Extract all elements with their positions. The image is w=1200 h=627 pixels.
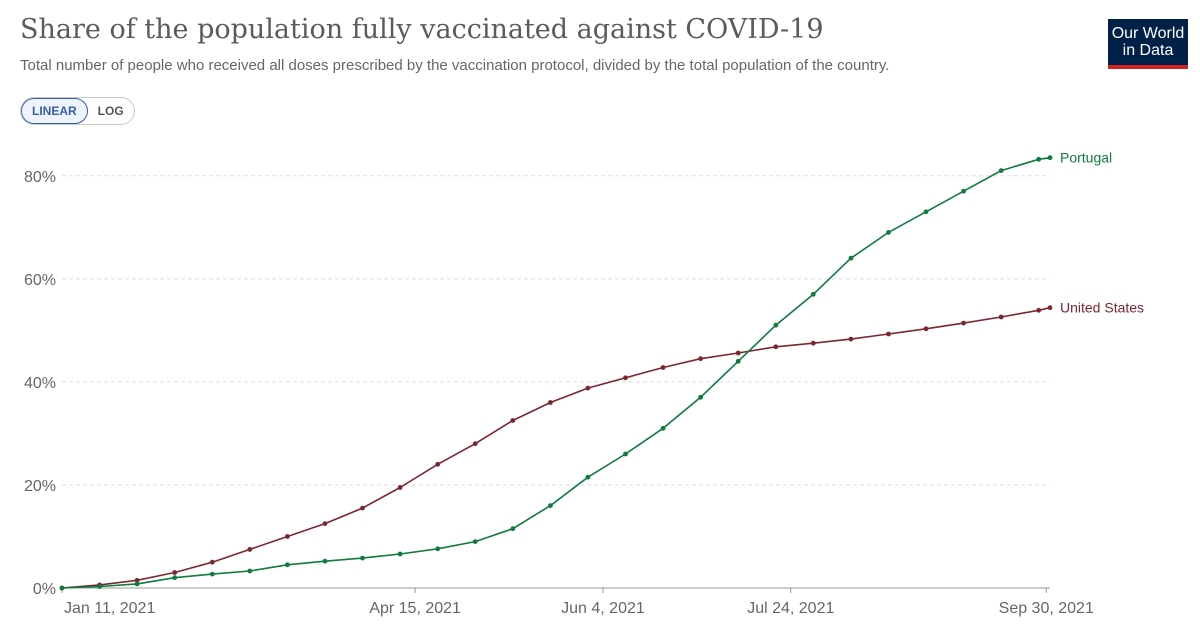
united-states-point [810,340,816,346]
united-states-point [961,320,966,326]
portugal-point [435,546,441,552]
portugal-point [97,584,102,589]
portugal-point [698,394,703,400]
series-layer [59,155,1053,591]
x-tick-label: Sep 30, 2021 [999,600,1094,617]
portugal-point [848,255,854,261]
portugal-point [998,168,1004,173]
y-tick-label: 80% [24,169,56,186]
owid-logo[interactable]: Our World in Data [1108,19,1188,69]
y-tick-label: 0% [33,581,56,598]
linear-scale-button[interactable]: LINEAR [21,98,88,124]
x-tick-label: Jul 24, 2021 [747,600,834,617]
united-states-point [660,365,666,370]
portugal-line [61,156,1051,589]
united-states-point [698,356,703,362]
chart-subtitle: Total number of people who received all … [20,57,890,74]
portugal-point [961,188,966,194]
x-tick-label: Jun 4, 2021 [561,600,645,617]
united-states-label: United States [1060,300,1144,316]
portugal-point [59,585,65,591]
portugal-point [134,581,140,587]
y-tick-label: 40% [24,375,56,392]
portugal-point [472,539,478,544]
portugal-point [172,575,178,581]
united-states-point [886,331,891,337]
united-states-point [923,326,929,332]
y-tick-label: 20% [24,478,56,495]
grid-layer [62,175,1050,589]
united-states-point [285,534,290,539]
chart-title: Share of the population fully vaccinated… [20,14,824,45]
portugal-point [773,322,779,328]
united-states-point [773,344,779,350]
united-states-point [247,547,253,552]
scale-toggle[interactable]: LINEAR LOG [20,97,135,125]
united-states-point [322,521,328,526]
logo-line-1: Our World [1111,25,1185,42]
portugal-point [247,568,253,574]
united-states-point [1047,305,1053,311]
portugal-point [1047,155,1053,161]
united-states-point [172,570,178,575]
log-scale-button[interactable]: LOG [97,104,124,118]
united-states-point [435,461,441,467]
label-layer: United States Portugal [1060,150,1144,316]
portugal-point [810,291,816,297]
portugal-point [510,526,516,532]
portugal-point [285,562,290,568]
axis-layer: 0% 20% 40% 60% 80% Jan 11, 2021 Apr 15, 2021 Ju… [24,169,1094,617]
portugal-point [660,425,666,431]
united-states-line [61,306,1051,589]
portugal-point [923,209,929,215]
portugal-point [209,571,215,577]
united-states-point [510,418,516,423]
united-states-point [209,559,215,565]
portugal-point [548,503,553,508]
united-states-point [134,577,140,583]
y-tick-label: 60% [24,272,56,289]
portugal-point [623,451,628,457]
portugal-point [397,551,403,557]
united-states-point [585,385,591,391]
portugal-point [360,555,365,561]
united-states-point [360,505,365,511]
united-states-point [548,400,553,405]
portugal-point [735,358,741,364]
portugal-label: Portugal [1060,150,1112,166]
united-states-point [1036,307,1042,313]
logo-accent-bar [1108,65,1188,69]
portugal-point [585,474,591,480]
x-tick-label: Apr 15, 2021 [369,600,461,617]
united-states-point [472,441,478,447]
logo-line-2: in Data [1122,42,1174,59]
united-states-point [397,485,403,490]
united-states-point [998,314,1004,320]
united-states-point [623,375,628,381]
united-states-point [848,336,854,342]
line-chart: 0% 20% 40% 60% 80% Jan 11, 2021 Apr 15, 2021 Ju… [24,150,1144,617]
portugal-point [322,558,328,564]
united-states-point [735,350,741,356]
x-tick-label: Jan 11, 2021 [64,600,155,617]
portugal-point [886,230,891,235]
portugal-point [1036,156,1042,162]
